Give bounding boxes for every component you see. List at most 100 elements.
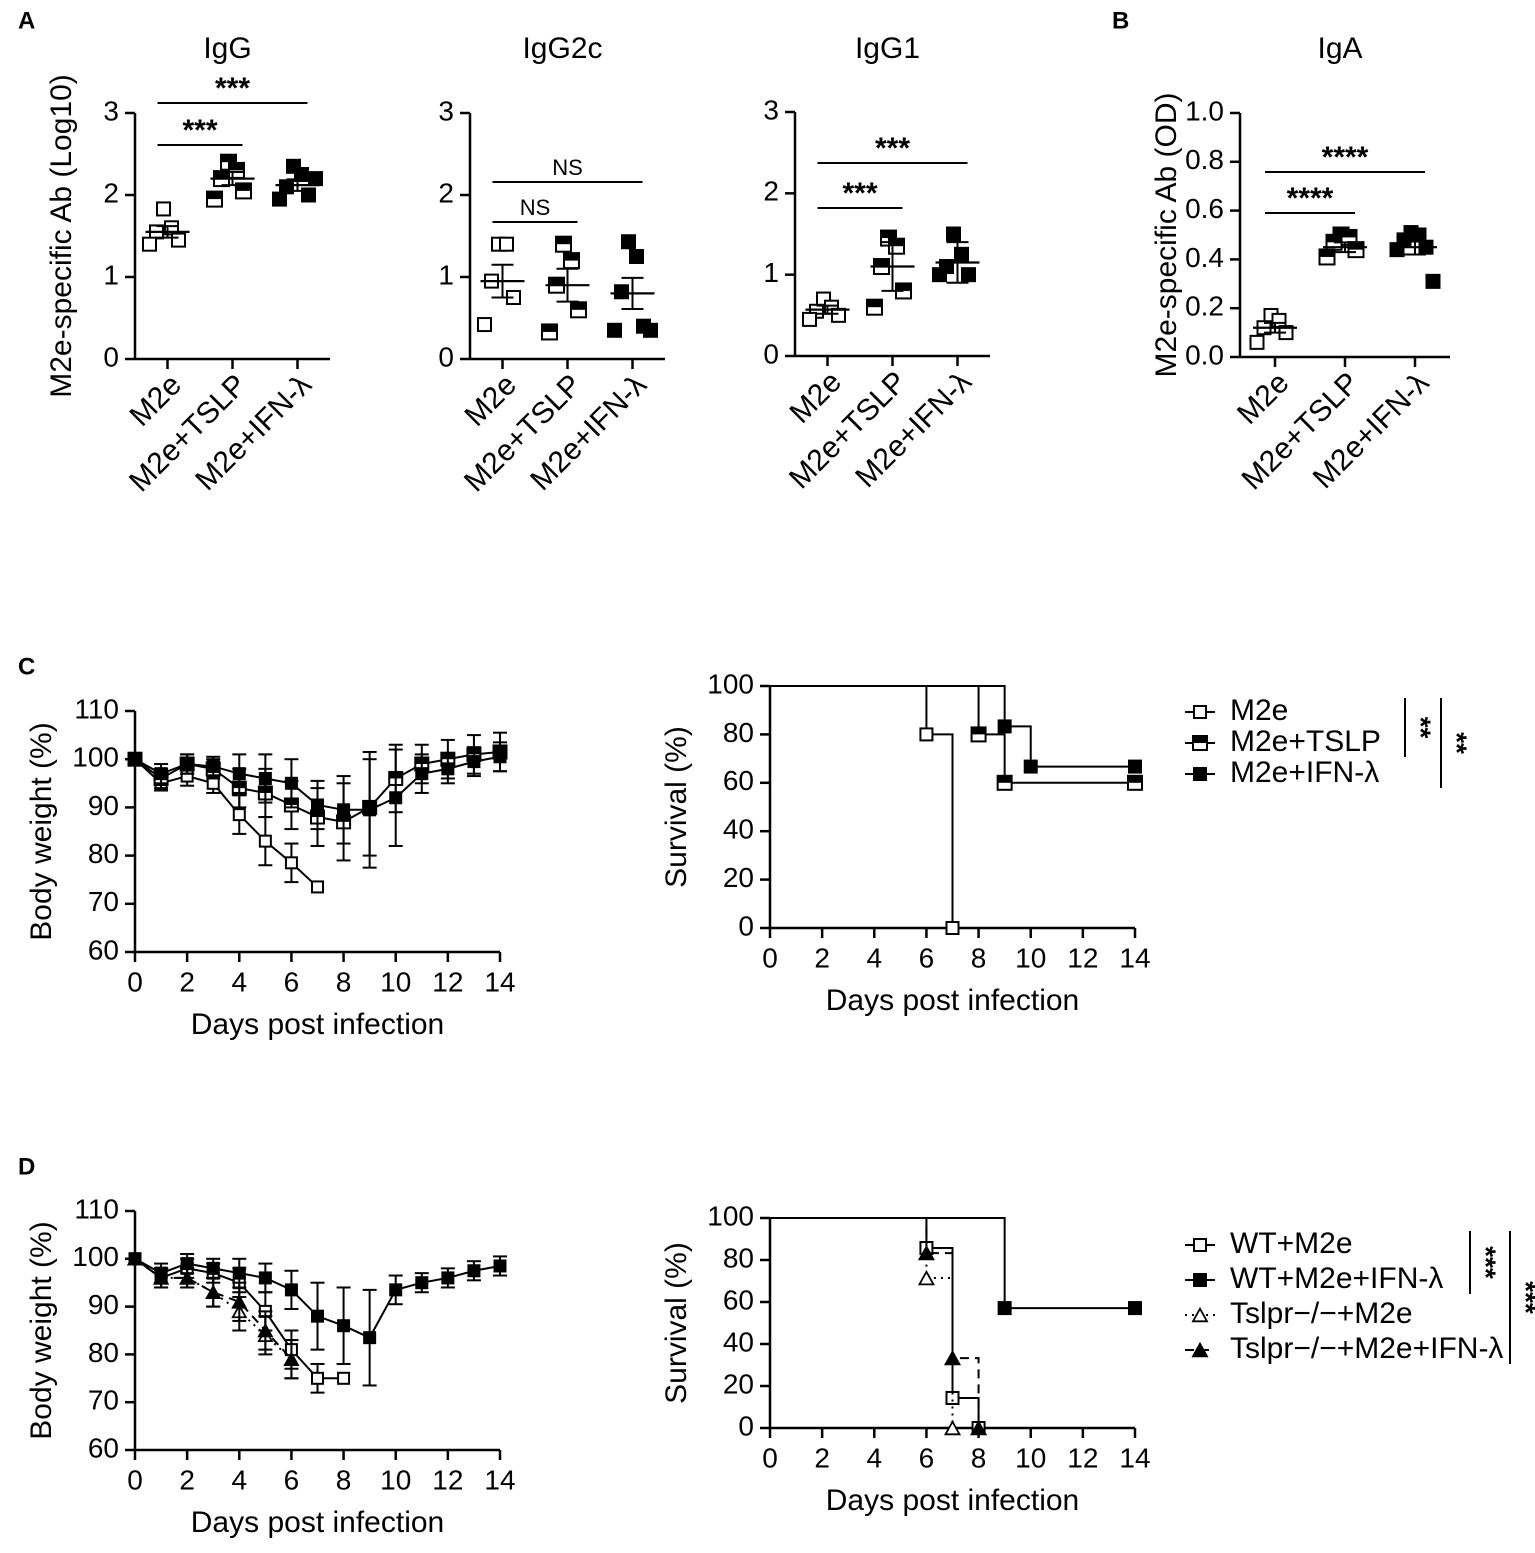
marker-fill <box>542 324 557 332</box>
x-tick-label: 8 <box>971 1442 987 1473</box>
marker-fill <box>1193 736 1207 743</box>
y-tick-label: 0 <box>763 338 779 369</box>
y-tick-label: 80 <box>723 1242 754 1273</box>
marker <box>1389 242 1405 258</box>
error-bar <box>1264 321 1286 334</box>
marker-fill <box>564 253 579 261</box>
legend-label: Tslpr−/−+M2e+IFN-λ <box>1230 1332 1503 1365</box>
marker <box>932 267 947 283</box>
error-bar <box>621 276 644 310</box>
marker <box>284 776 298 790</box>
y-tick-label: 80 <box>723 717 754 748</box>
marker-fill <box>221 154 236 163</box>
error-bar <box>1404 238 1426 256</box>
x-axis-label: Days post infection <box>191 1008 444 1041</box>
y-tick-label: 110 <box>74 693 119 724</box>
y-tick-label: 40 <box>723 814 754 845</box>
significance-label: NS <box>520 195 551 220</box>
y-tick-label: 20 <box>723 1368 754 1399</box>
marker <box>1193 1273 1207 1287</box>
marker <box>802 311 817 327</box>
chart-title: IgA <box>1317 32 1362 65</box>
marker <box>154 767 168 781</box>
significance-label: *** <box>875 132 910 165</box>
marker <box>997 719 1012 734</box>
marker <box>917 1244 935 1261</box>
significance-label: **** <box>1322 141 1369 174</box>
marker <box>232 808 246 822</box>
survival-line <box>770 1217 980 1428</box>
y-tick-label: 0 <box>438 341 454 372</box>
y-axis-label: Survival (%) <box>660 726 693 888</box>
marker <box>308 171 323 187</box>
x-axis-label: Days post infection <box>826 1484 1079 1517</box>
marker <box>629 249 644 264</box>
y-tick-label: 60 <box>723 1284 754 1315</box>
y-tick-label: 100 <box>707 668 754 699</box>
y-tick-label: 2 <box>438 177 454 208</box>
x-tick-label: 12 <box>1067 942 1098 973</box>
x-axis-label: Days post infection <box>191 1506 444 1539</box>
chart-title: IgG1 <box>855 32 920 65</box>
y-tick-label: 0 <box>103 341 119 372</box>
error-bar <box>556 267 579 303</box>
survival-line <box>770 1217 1135 1310</box>
y-axis-label: M2e-specific Ab (Log10) <box>45 74 78 398</box>
marker <box>643 322 658 338</box>
marker-fill <box>874 259 889 267</box>
panel-label: A <box>18 7 35 34</box>
legend-label: WT+M2e <box>1230 1227 1353 1260</box>
marker <box>970 1419 988 1436</box>
y-tick-label: 70 <box>88 1385 119 1416</box>
marker <box>441 1271 455 1285</box>
marker <box>228 161 245 179</box>
y-tick-label: 100 <box>72 742 119 773</box>
x-axis-label: Days post infection <box>826 984 1079 1017</box>
marker-fill <box>1128 775 1142 783</box>
y-tick-label: 0 <box>738 1410 754 1441</box>
marker-fill <box>229 162 244 171</box>
marker <box>1192 735 1208 751</box>
y-tick-label: 3 <box>763 94 779 125</box>
x-tick-label: 12 <box>1067 1442 1098 1473</box>
marker <box>337 1371 351 1385</box>
y-tick-label: 2 <box>103 177 119 208</box>
legend-label: M2e <box>1230 694 1288 727</box>
x-tick-label: 6 <box>284 1464 300 1495</box>
significance-label: **** <box>1287 182 1334 215</box>
x-tick-label: 14 <box>1119 942 1150 973</box>
x-tick-label: 6 <box>919 1442 935 1473</box>
marker-fill <box>1326 234 1342 243</box>
y-tick-label: 0.4 <box>1185 242 1224 273</box>
marker <box>258 771 272 785</box>
y-tick-label: 110 <box>74 1193 119 1224</box>
y-tick-label: 90 <box>88 790 119 821</box>
marker <box>206 759 220 773</box>
x-tick-label: 4 <box>866 942 882 973</box>
error-bar <box>221 171 244 187</box>
x-tick-label: 10 <box>1015 1442 1046 1473</box>
x-tick-label: 0 <box>127 966 143 997</box>
marker <box>1193 767 1207 781</box>
significance-label: *** <box>1471 1246 1502 1279</box>
marker <box>153 1270 170 1285</box>
x-tick-label: 8 <box>336 1464 352 1495</box>
marker <box>919 727 934 742</box>
y-tick-label: 70 <box>88 886 119 917</box>
marker <box>467 1264 481 1278</box>
legend-label: WT+M2e+IFN-λ <box>1230 1262 1443 1295</box>
x-tick-label: 2 <box>179 1464 195 1495</box>
x-tick-label: 0 <box>127 1464 143 1495</box>
significance-label: NS <box>552 155 583 180</box>
x-tick-label: 10 <box>380 966 411 997</box>
marker <box>563 252 580 270</box>
y-tick-label: 0 <box>738 910 754 941</box>
marker <box>970 726 987 743</box>
y-tick-label: 2 <box>763 176 779 207</box>
marker <box>997 1301 1012 1316</box>
survival-line <box>770 685 954 928</box>
x-tick-label: 8 <box>336 966 352 997</box>
marker <box>555 235 572 253</box>
survival-line <box>770 685 1135 768</box>
x-tick-label: 0 <box>762 1442 778 1473</box>
